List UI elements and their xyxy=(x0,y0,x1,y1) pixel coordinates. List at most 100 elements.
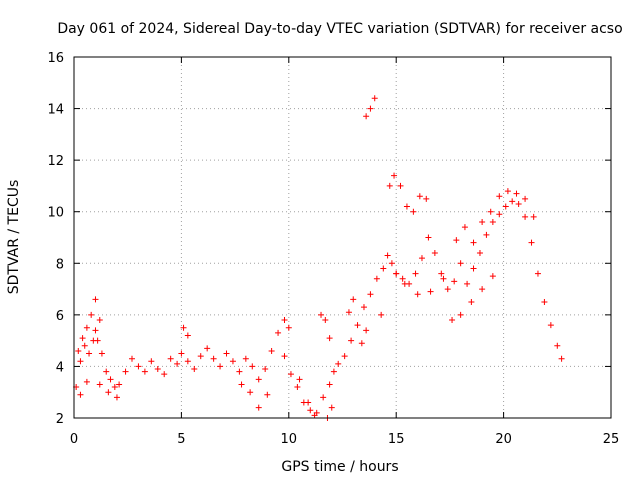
data-point xyxy=(534,270,541,277)
data-point xyxy=(238,381,245,388)
data-point xyxy=(515,200,522,207)
data-point xyxy=(83,324,90,331)
data-point xyxy=(98,350,105,357)
x-tick-label: 15 xyxy=(388,432,405,447)
grid xyxy=(74,57,611,418)
data-point xyxy=(296,376,303,383)
data-point xyxy=(116,381,123,388)
data-point xyxy=(530,213,537,220)
data-point xyxy=(77,391,84,398)
data-point xyxy=(360,304,367,311)
data-point xyxy=(167,355,174,362)
data-point xyxy=(326,335,333,342)
data-point xyxy=(522,213,529,220)
data-point xyxy=(264,391,271,398)
data-point xyxy=(294,384,301,391)
data-point xyxy=(457,311,464,318)
data-point xyxy=(363,113,370,120)
data-point xyxy=(335,360,342,367)
data-point xyxy=(328,404,335,411)
data-point xyxy=(180,324,187,331)
data-point xyxy=(318,311,325,318)
data-point xyxy=(249,363,256,370)
y-tick-label: 10 xyxy=(47,206,64,221)
data-point xyxy=(489,273,496,280)
data-point xyxy=(479,286,486,293)
data-point xyxy=(403,203,410,210)
data-point xyxy=(425,234,432,241)
data-point xyxy=(287,371,294,378)
y-tick-label: 8 xyxy=(56,257,64,272)
axis-ticks: 0 5 10 15 20 25 2 4 6 8 10 12 14 16 xyxy=(47,51,619,447)
data-point xyxy=(388,260,395,267)
data-point xyxy=(528,239,535,246)
data-point xyxy=(281,353,288,360)
data-point xyxy=(341,353,348,360)
data-point xyxy=(399,275,406,282)
y-tick-label: 4 xyxy=(56,360,64,375)
data-point xyxy=(255,404,262,411)
data-point xyxy=(367,291,374,298)
data-point xyxy=(217,363,224,370)
data-point xyxy=(191,366,198,373)
x-tick-label: 20 xyxy=(495,432,512,447)
data-point xyxy=(461,224,468,231)
data-point xyxy=(275,329,282,336)
data-point xyxy=(358,340,365,347)
data-point xyxy=(88,311,95,318)
data-point xyxy=(449,317,456,324)
x-tick-label: 5 xyxy=(177,432,185,447)
data-point xyxy=(197,353,204,360)
y-axis-title: SDTVAR / TECUs xyxy=(6,180,22,295)
data-point xyxy=(247,389,254,396)
data-point xyxy=(373,275,380,282)
data-point xyxy=(75,347,82,354)
data-point xyxy=(391,172,398,179)
data-point xyxy=(141,368,148,375)
data-point xyxy=(371,95,378,102)
x-tick-label: 0 xyxy=(70,432,78,447)
data-point xyxy=(184,332,191,339)
data-point xyxy=(367,105,374,112)
data-point xyxy=(423,195,430,202)
data-point xyxy=(489,219,496,226)
y-tick-label: 12 xyxy=(47,154,64,169)
data-point xyxy=(92,296,99,303)
data-point xyxy=(83,378,90,385)
data-point xyxy=(92,327,99,334)
data-point xyxy=(105,389,112,396)
data-point xyxy=(504,188,511,195)
data-point xyxy=(350,296,357,303)
data-point xyxy=(427,288,434,295)
data-point xyxy=(178,350,185,357)
data-point xyxy=(96,381,103,388)
data-point xyxy=(487,208,494,215)
data-point xyxy=(464,280,471,287)
data-point xyxy=(322,317,329,324)
data-point xyxy=(522,195,529,202)
data-point xyxy=(354,322,361,329)
data-point xyxy=(410,208,417,215)
y-tick-label: 14 xyxy=(47,103,64,118)
data-point xyxy=(330,368,337,375)
data-point xyxy=(174,360,181,367)
data-point xyxy=(470,265,477,272)
data-point xyxy=(380,265,387,272)
data-point xyxy=(210,355,217,362)
data-point xyxy=(94,337,101,344)
data-point xyxy=(103,368,110,375)
y-tick-label: 2 xyxy=(56,412,64,427)
data-point xyxy=(457,260,464,267)
x-tick-label: 25 xyxy=(603,432,620,447)
x-tick-label: 10 xyxy=(281,432,298,447)
data-points xyxy=(73,95,565,421)
data-point xyxy=(107,376,114,383)
data-point xyxy=(418,255,425,262)
data-point xyxy=(468,298,475,305)
data-point xyxy=(541,298,548,305)
data-point xyxy=(363,327,370,334)
data-point xyxy=(393,270,400,277)
plot-frame xyxy=(73,56,612,419)
data-point xyxy=(305,399,312,406)
